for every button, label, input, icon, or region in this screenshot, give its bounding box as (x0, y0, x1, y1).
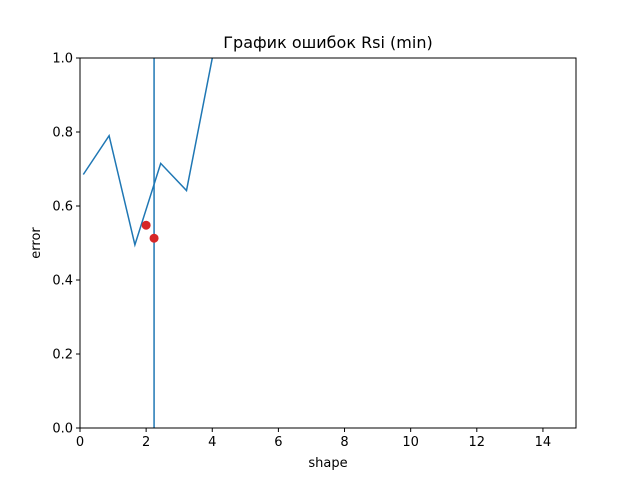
plot-area (82, 58, 214, 428)
x-tick-label: 8 (340, 435, 348, 450)
y-tick-label: 0.2 (52, 348, 73, 363)
x-tick-label: 10 (402, 435, 419, 450)
x-axis: 0 2 4 6 8 10 12 14 (76, 428, 551, 450)
x-tick-label: 14 (535, 435, 552, 450)
x-tick-label: 2 (142, 435, 150, 450)
y-axis-label: error (29, 227, 44, 259)
y-tick-label: 0.0 (52, 422, 73, 437)
y-axis: 0.0 0.2 0.4 0.6 0.8 1.0 (52, 52, 80, 437)
x-axis-label: shape (308, 456, 347, 471)
x-tick-label: 4 (208, 435, 216, 450)
x-tick-label: 12 (469, 435, 486, 450)
data-point (149, 233, 159, 243)
y-tick-label: 0.8 (52, 126, 73, 141)
chart-title: График ошибок Rsi (min) (223, 33, 432, 52)
x-tick-label: 6 (274, 435, 282, 450)
plot-frame (79, 57, 577, 429)
x-tick-label: 0 (76, 435, 84, 450)
y-tick-label: 0.4 (52, 274, 73, 289)
y-tick-label: 0.6 (52, 200, 73, 215)
data-point (141, 220, 151, 230)
y-tick-label: 1.0 (52, 52, 73, 67)
series-line-0 (82, 58, 214, 248)
